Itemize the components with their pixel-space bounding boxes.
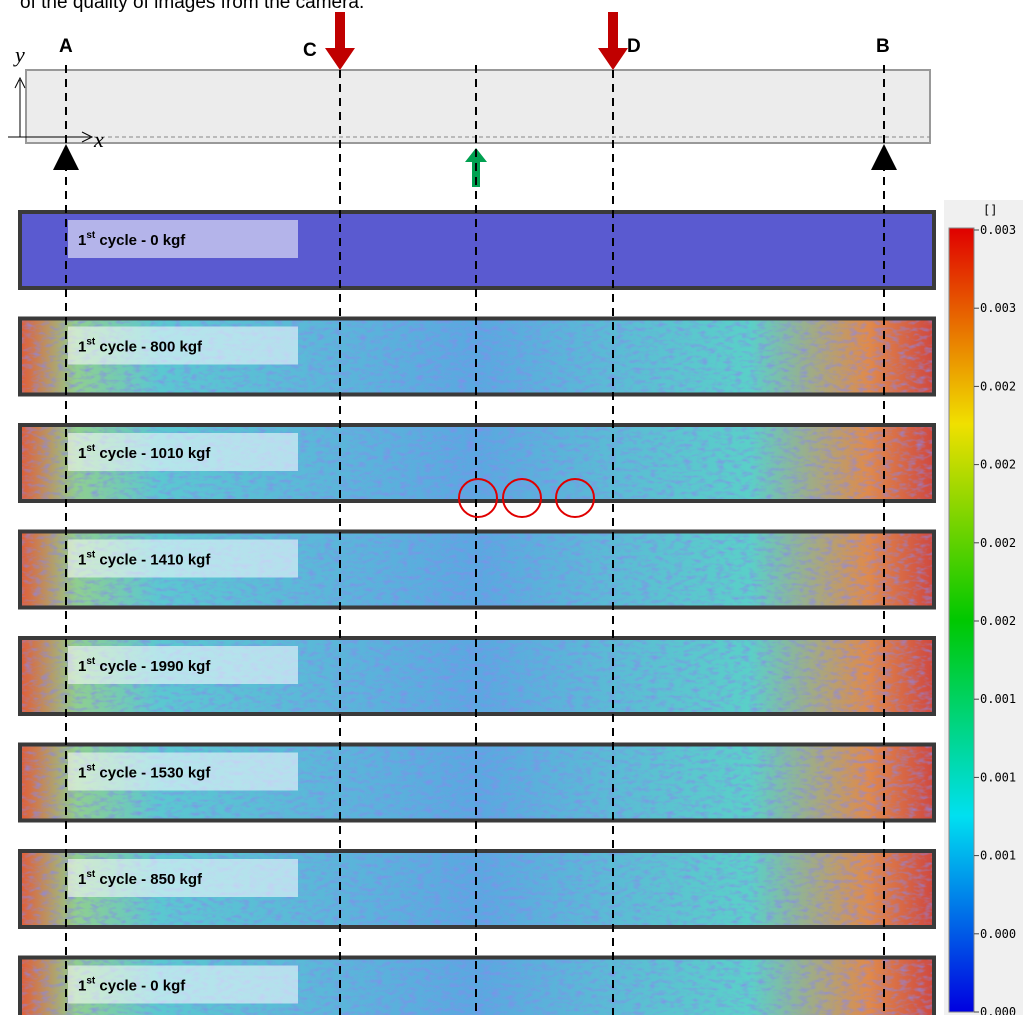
colorbar [948,227,975,1013]
colorbar-tick-label: 0.001 [980,770,1016,784]
label-box [68,646,298,684]
x-arrow [81,131,94,143]
point-label: A [59,36,73,57]
panel-text: cycle - 1010 kgf [95,445,211,462]
load-arrow [598,12,628,70]
panel-text: cycle - 850 kgf [95,871,203,888]
cycle-number: 1 [78,445,86,462]
ordinal-suffix: st [86,337,96,348]
highlight-circle [458,478,498,518]
label-box [68,433,298,471]
label-box [68,539,298,578]
ordinal-suffix: st [86,869,96,880]
ordinal-suffix: st [86,230,96,241]
panel-label: 1st cycle - 1530 kgf [78,763,211,782]
panel-label: 1st cycle - 800 kgf [78,337,203,356]
cycle-number: 1 [78,978,86,995]
colorbar-tick-label: 0.002 [980,379,1016,393]
colorbar-tick-label: 0.003 [980,301,1016,315]
cycle-number: 1 [78,552,86,569]
cycle-number: 1 [78,871,86,888]
colorbar-tick-label: 0.002 [980,458,1016,472]
cycle-number: 1 [78,658,86,675]
colorbar-tick-label: 0.002 [980,536,1016,550]
colorbar-tick-label: 0.001 [980,849,1016,863]
label-box [68,965,298,1004]
ordinal-suffix: st [86,976,96,987]
ordinal-suffix: st [86,443,96,454]
label-box [68,752,298,791]
ordinal-suffix: st [86,550,96,561]
panel-label: 1st cycle - 1010 kgf [78,443,211,462]
panel-label: 1st cycle - 0 kgf [78,230,186,249]
beam [25,69,931,144]
label-box [68,859,298,897]
label-box [68,326,298,365]
cycle-number: 1 [78,765,86,782]
ordinal-suffix: st [86,656,96,667]
label-box [68,220,298,258]
panel-text: cycle - 0 kgf [95,232,186,249]
colorbar-tick-label: 0.003 [980,223,1016,237]
panel-text: cycle - 0 kgf [95,978,186,995]
x-axis-label: x [93,127,104,152]
panel-text: cycle - 800 kgf [95,339,203,356]
panel-text: cycle - 1530 kgf [95,765,211,782]
colorbar-tick-label: 0.002 [980,614,1016,628]
highlight-circle [502,478,542,518]
colorbar-tick-label: 0.001 [980,692,1016,706]
cycle-number: 1 [78,232,86,249]
panel-label: 1st cycle - 1410 kgf [78,550,211,569]
reference-lines [65,65,885,1015]
point-label: C [303,40,317,61]
panel-label: 1st cycle - 1990 kgf [78,656,211,675]
ordinal-suffix: st [86,763,96,774]
panel-label: 1st cycle - 0 kgf [78,976,186,995]
panel-label: 1st cycle - 850 kgf [78,869,203,888]
panel-text: cycle - 1990 kgf [95,658,211,675]
colorbar-tick-label: 0.000 [980,927,1016,941]
point-label: B [876,36,890,57]
point-label: D [627,36,641,57]
y-axis-label: y [13,42,25,67]
colorbar-ticks: 0.003 0.003 0.002 0.002 0.002 0.002 0.001 0.001… [974,223,1016,1015]
colorbar-unit: [] [983,203,997,217]
panel-text: cycle - 1410 kgf [95,552,211,569]
load-arrow [325,12,355,70]
highlight-circle [555,478,595,518]
cycle-number: 1 [78,339,86,356]
caption: of the quality of images from the camera… [20,0,364,13]
y-arrow [14,76,26,89]
colorbar-tick-label: 0.000 [980,1005,1016,1015]
